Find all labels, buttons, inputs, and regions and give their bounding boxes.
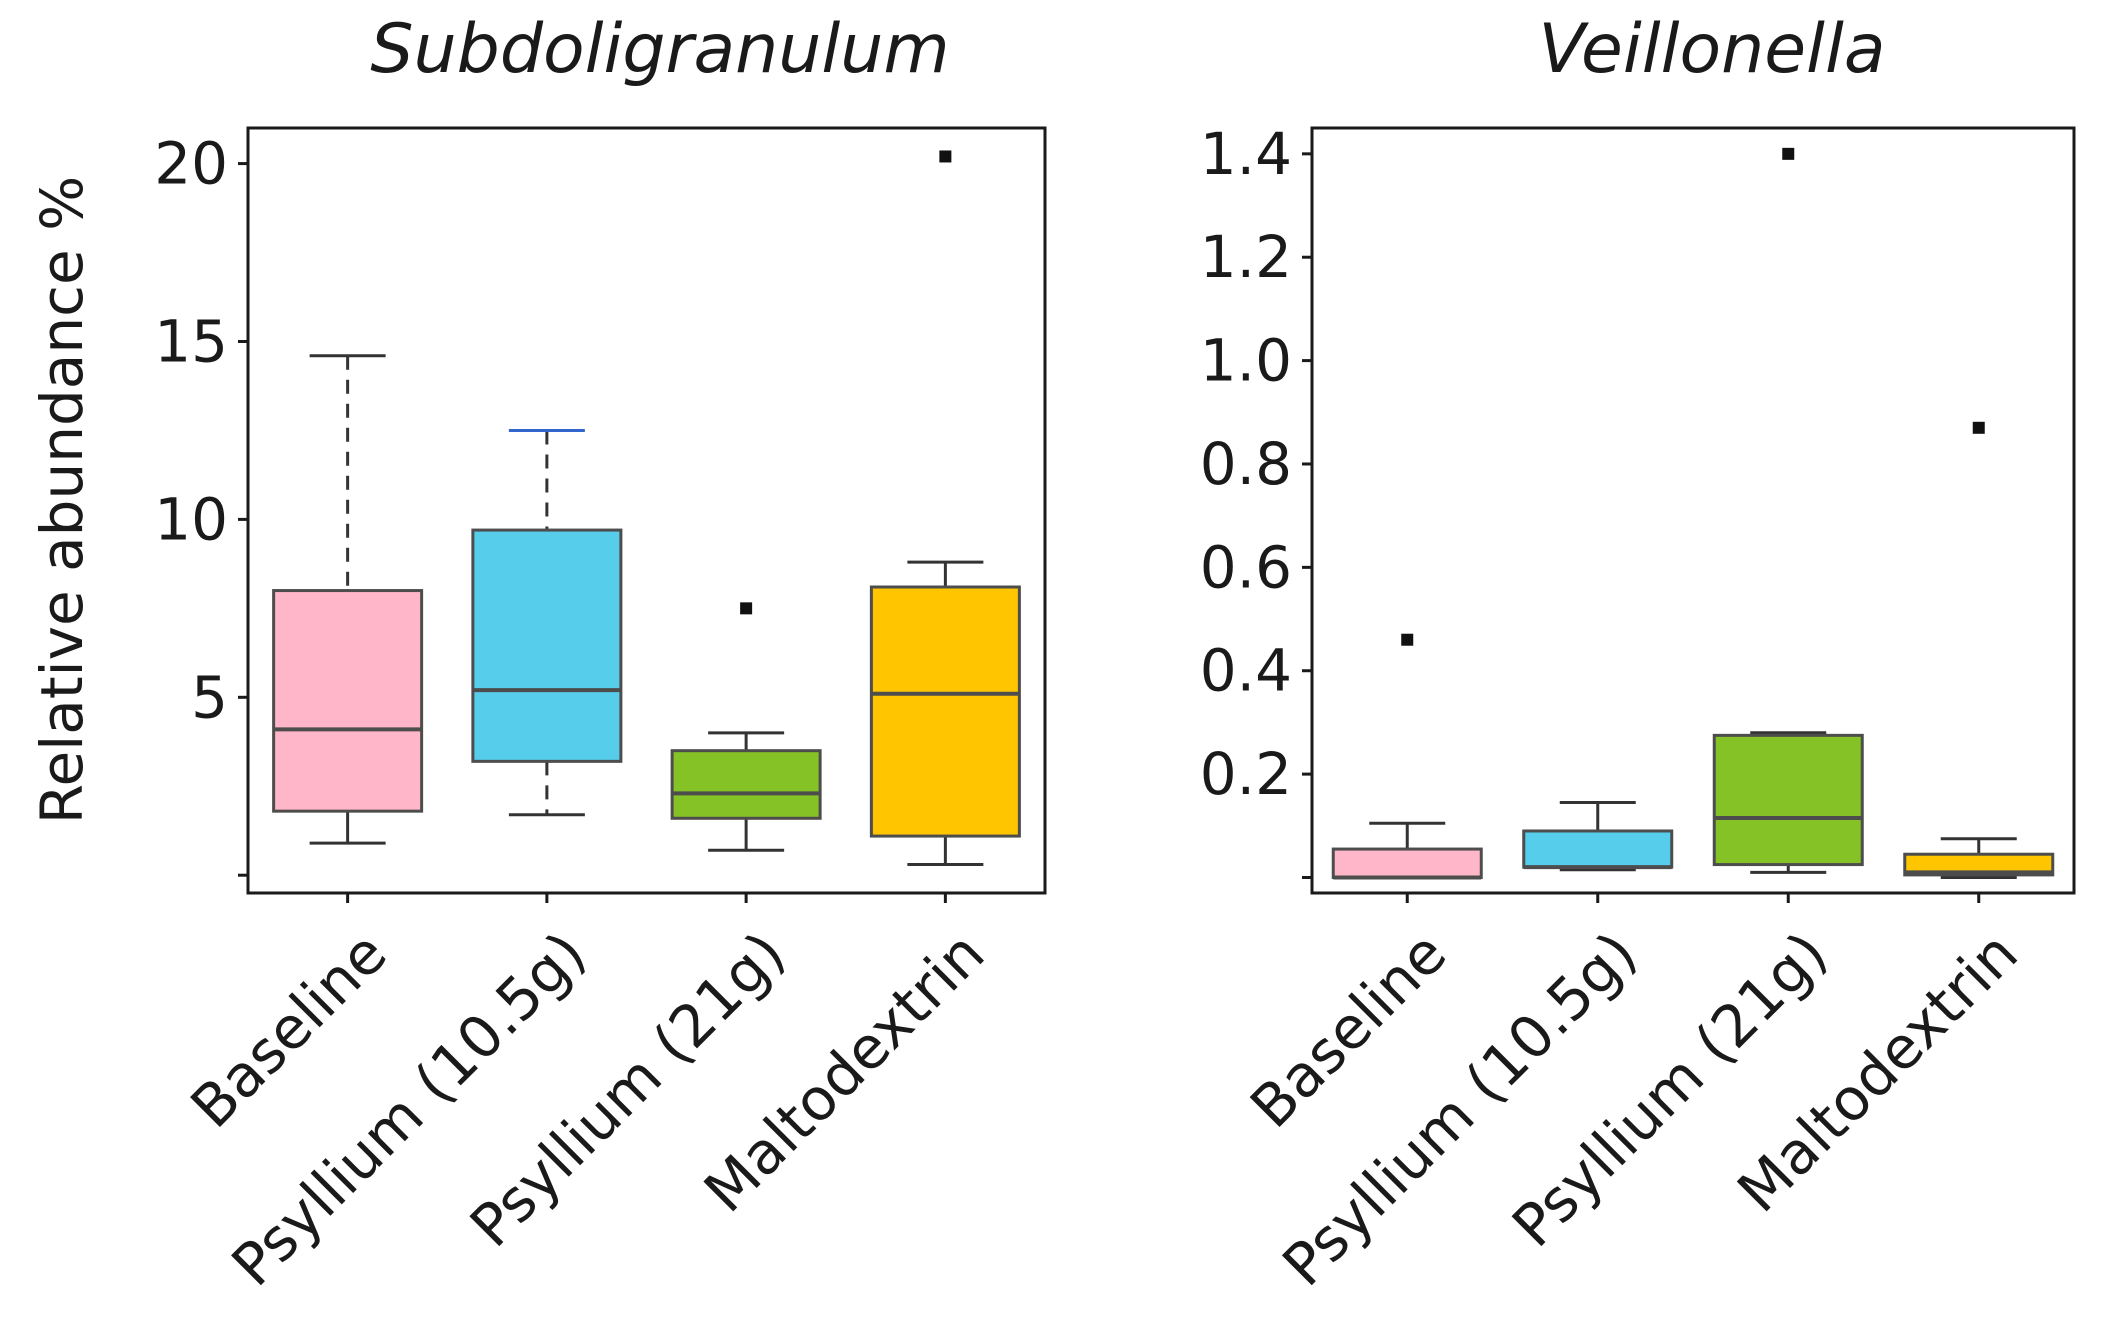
box-psyllium-10-5g (1522, 801, 1674, 903)
outlier-point (939, 150, 952, 163)
y-axis-label: Relative abundance % (28, 176, 96, 824)
box-maltodextrin (869, 150, 1021, 903)
box-baseline (272, 354, 424, 903)
y-tick-label: 1.0 (1200, 327, 1292, 395)
iqr-box (1331, 847, 1483, 879)
box-psyllium-10-5g (471, 428, 623, 903)
x-category-label: Psyllium (10.5g) (1270, 919, 1650, 1299)
veillonella-panel: Veillonella0.20.40.60.81.01.21.4Baseline… (1200, 10, 2076, 1299)
outlier-point (740, 602, 753, 615)
chart-title: Veillonella (1538, 10, 1885, 89)
outlier-point (1972, 421, 1985, 434)
iqr-box (471, 528, 623, 763)
iqr-box (1712, 733, 1864, 867)
subdoligranulum-panel: Subdoligranulum Relative abundance % 5 10 15… (28, 10, 1047, 1299)
box-maltodextrin (1903, 421, 2055, 903)
plot-frame (246, 126, 1047, 895)
y-tick-label: 0.2 (1200, 740, 1292, 808)
y-tick-label: 1.4 (1200, 120, 1292, 188)
iqr-box (1903, 852, 2055, 877)
y-tick-label: 0.6 (1200, 533, 1292, 601)
y-tick-label: 15 (154, 307, 228, 375)
iqr-box (1522, 829, 1674, 869)
outlier-point (1782, 147, 1795, 160)
y-tick-label: 0.8 (1200, 430, 1292, 498)
plot-frame (1310, 126, 2076, 895)
y-tick-label: 1.2 (1200, 223, 1292, 291)
iqr-box (272, 589, 424, 813)
y-tick-label: 0.4 (1200, 637, 1292, 705)
outlier-point (1401, 633, 1414, 646)
x-category-label: Psyllium (10.5g) (219, 919, 599, 1299)
y-tick-label: 10 (154, 485, 228, 553)
y-tick-label: 20 (154, 130, 228, 198)
box-psyllium-21g (670, 602, 822, 903)
box-baseline (1331, 633, 1483, 903)
iqr-box (670, 749, 822, 820)
chart-title: Subdoligranulum (370, 10, 949, 89)
iqr-box (869, 585, 1021, 838)
y-tick-label: 5 (191, 663, 228, 731)
box-psyllium-21g (1712, 147, 1864, 903)
